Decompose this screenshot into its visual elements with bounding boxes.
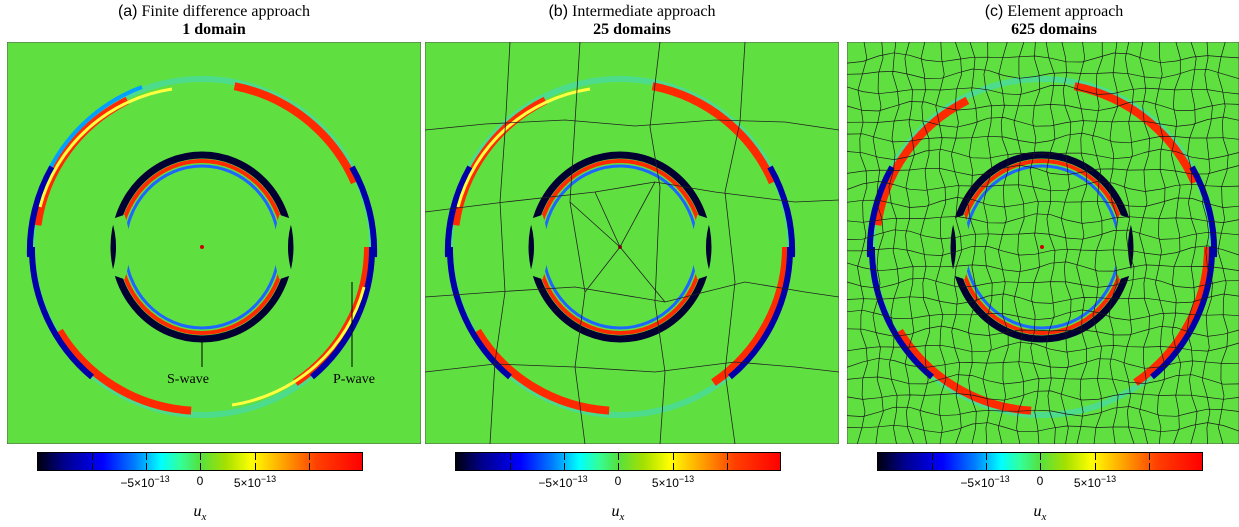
grid-line-v — [997, 42, 1009, 444]
grid-line-v — [1171, 42, 1182, 444]
panel-title: (c) Element approach — [984, 3, 1124, 20]
grid-line-v — [1154, 42, 1166, 444]
grid-line-h — [847, 293, 1239, 305]
grid-line-v — [967, 42, 978, 444]
colorbar — [455, 452, 781, 471]
grid-line-h — [847, 422, 1239, 434]
tick-label-zero: 0 — [196, 474, 204, 488]
grid-line-h — [847, 100, 1239, 112]
grid-line-v — [1029, 42, 1041, 444]
wavefield-plot: S-wave P-wave — [7, 42, 421, 444]
panel-a: (a) Finite difference approach 1 domain … — [7, 0, 421, 527]
tick-label-pos: 5×10−13 — [1073, 474, 1117, 490]
grid-line-h — [847, 406, 1239, 417]
s-wave-label: S-wave — [167, 372, 209, 387]
tick-label-neg: −5×10−13 — [538, 474, 588, 490]
grid-line-v — [872, 42, 884, 444]
grid-line-h — [847, 52, 1239, 64]
grid-line-h — [847, 68, 1239, 80]
panel-subtitle: 625 domains — [1011, 21, 1097, 38]
grid-line-v — [1201, 42, 1213, 444]
grid-line-h — [847, 390, 1239, 401]
grid-line-h — [847, 261, 1239, 273]
tick-label-neg: −5×10−13 — [120, 474, 170, 490]
grid-line-v — [1139, 42, 1151, 444]
colorbar-unit: ux — [611, 503, 625, 524]
grid-line-v — [919, 42, 931, 444]
grid-line-h — [847, 245, 1239, 256]
grid-line-v — [1123, 42, 1135, 444]
grid-line-v — [904, 42, 915, 444]
tick-label-zero: 0 — [614, 474, 622, 488]
tick-label-pos: 5×10−13 — [233, 474, 277, 490]
grid-line-v — [1217, 42, 1229, 444]
tick-label-pos: 5×10−13 — [651, 474, 695, 490]
tick-label-zero: 0 — [1036, 474, 1044, 488]
grid-line-h — [847, 181, 1239, 192]
domain-grid — [425, 42, 839, 444]
grid-line-h — [847, 197, 1239, 208]
grid-line-h — [847, 357, 1239, 369]
colorbar — [37, 452, 363, 471]
grid-line-v — [951, 42, 962, 444]
domain-grid — [847, 42, 1239, 444]
panel-b: (b) Intermediate approach 25 domains — [425, 0, 839, 527]
panel-c: (c) Element approach 625 domains −5×10−1… — [847, 0, 1239, 527]
grid-line-h — [847, 277, 1239, 289]
grid-line-v — [1092, 42, 1103, 444]
grid-line-v — [1108, 42, 1119, 444]
grid-line-v — [935, 42, 947, 444]
grid-line-h — [847, 374, 1239, 385]
grid-line-v — [856, 42, 868, 444]
grid-line-v — [888, 42, 900, 444]
colorbar-unit: ux — [1033, 503, 1047, 524]
grid-line-h — [847, 229, 1239, 240]
tick-label-neg: −5×10−13 — [960, 474, 1010, 490]
panel-subtitle: 25 domains — [593, 21, 671, 38]
panel-title: (a) Finite difference approach — [117, 3, 311, 20]
grid-line-h — [847, 116, 1239, 128]
grid-line-v — [1060, 42, 1072, 444]
panel-subtitle: 1 domain — [182, 21, 246, 38]
p-wave-label: P-wave — [333, 372, 375, 387]
wavefield-plot — [425, 42, 839, 444]
grid-line-h — [847, 148, 1239, 160]
grid-line-v — [1186, 42, 1198, 444]
grid-line-v — [982, 42, 993, 444]
grid-line-v — [1045, 42, 1056, 444]
grid-line-h — [847, 213, 1239, 224]
grid-line-h — [847, 341, 1239, 353]
colorbar-unit: ux — [193, 503, 207, 524]
colorbar — [877, 452, 1203, 471]
grid-line-h — [847, 164, 1239, 176]
grid-line-v — [1013, 42, 1025, 444]
panel-title: (b) Intermediate approach — [548, 3, 716, 20]
grid-line-h — [847, 325, 1239, 337]
grid-line-v — [1076, 42, 1088, 444]
wavefield-plot — [847, 42, 1239, 444]
